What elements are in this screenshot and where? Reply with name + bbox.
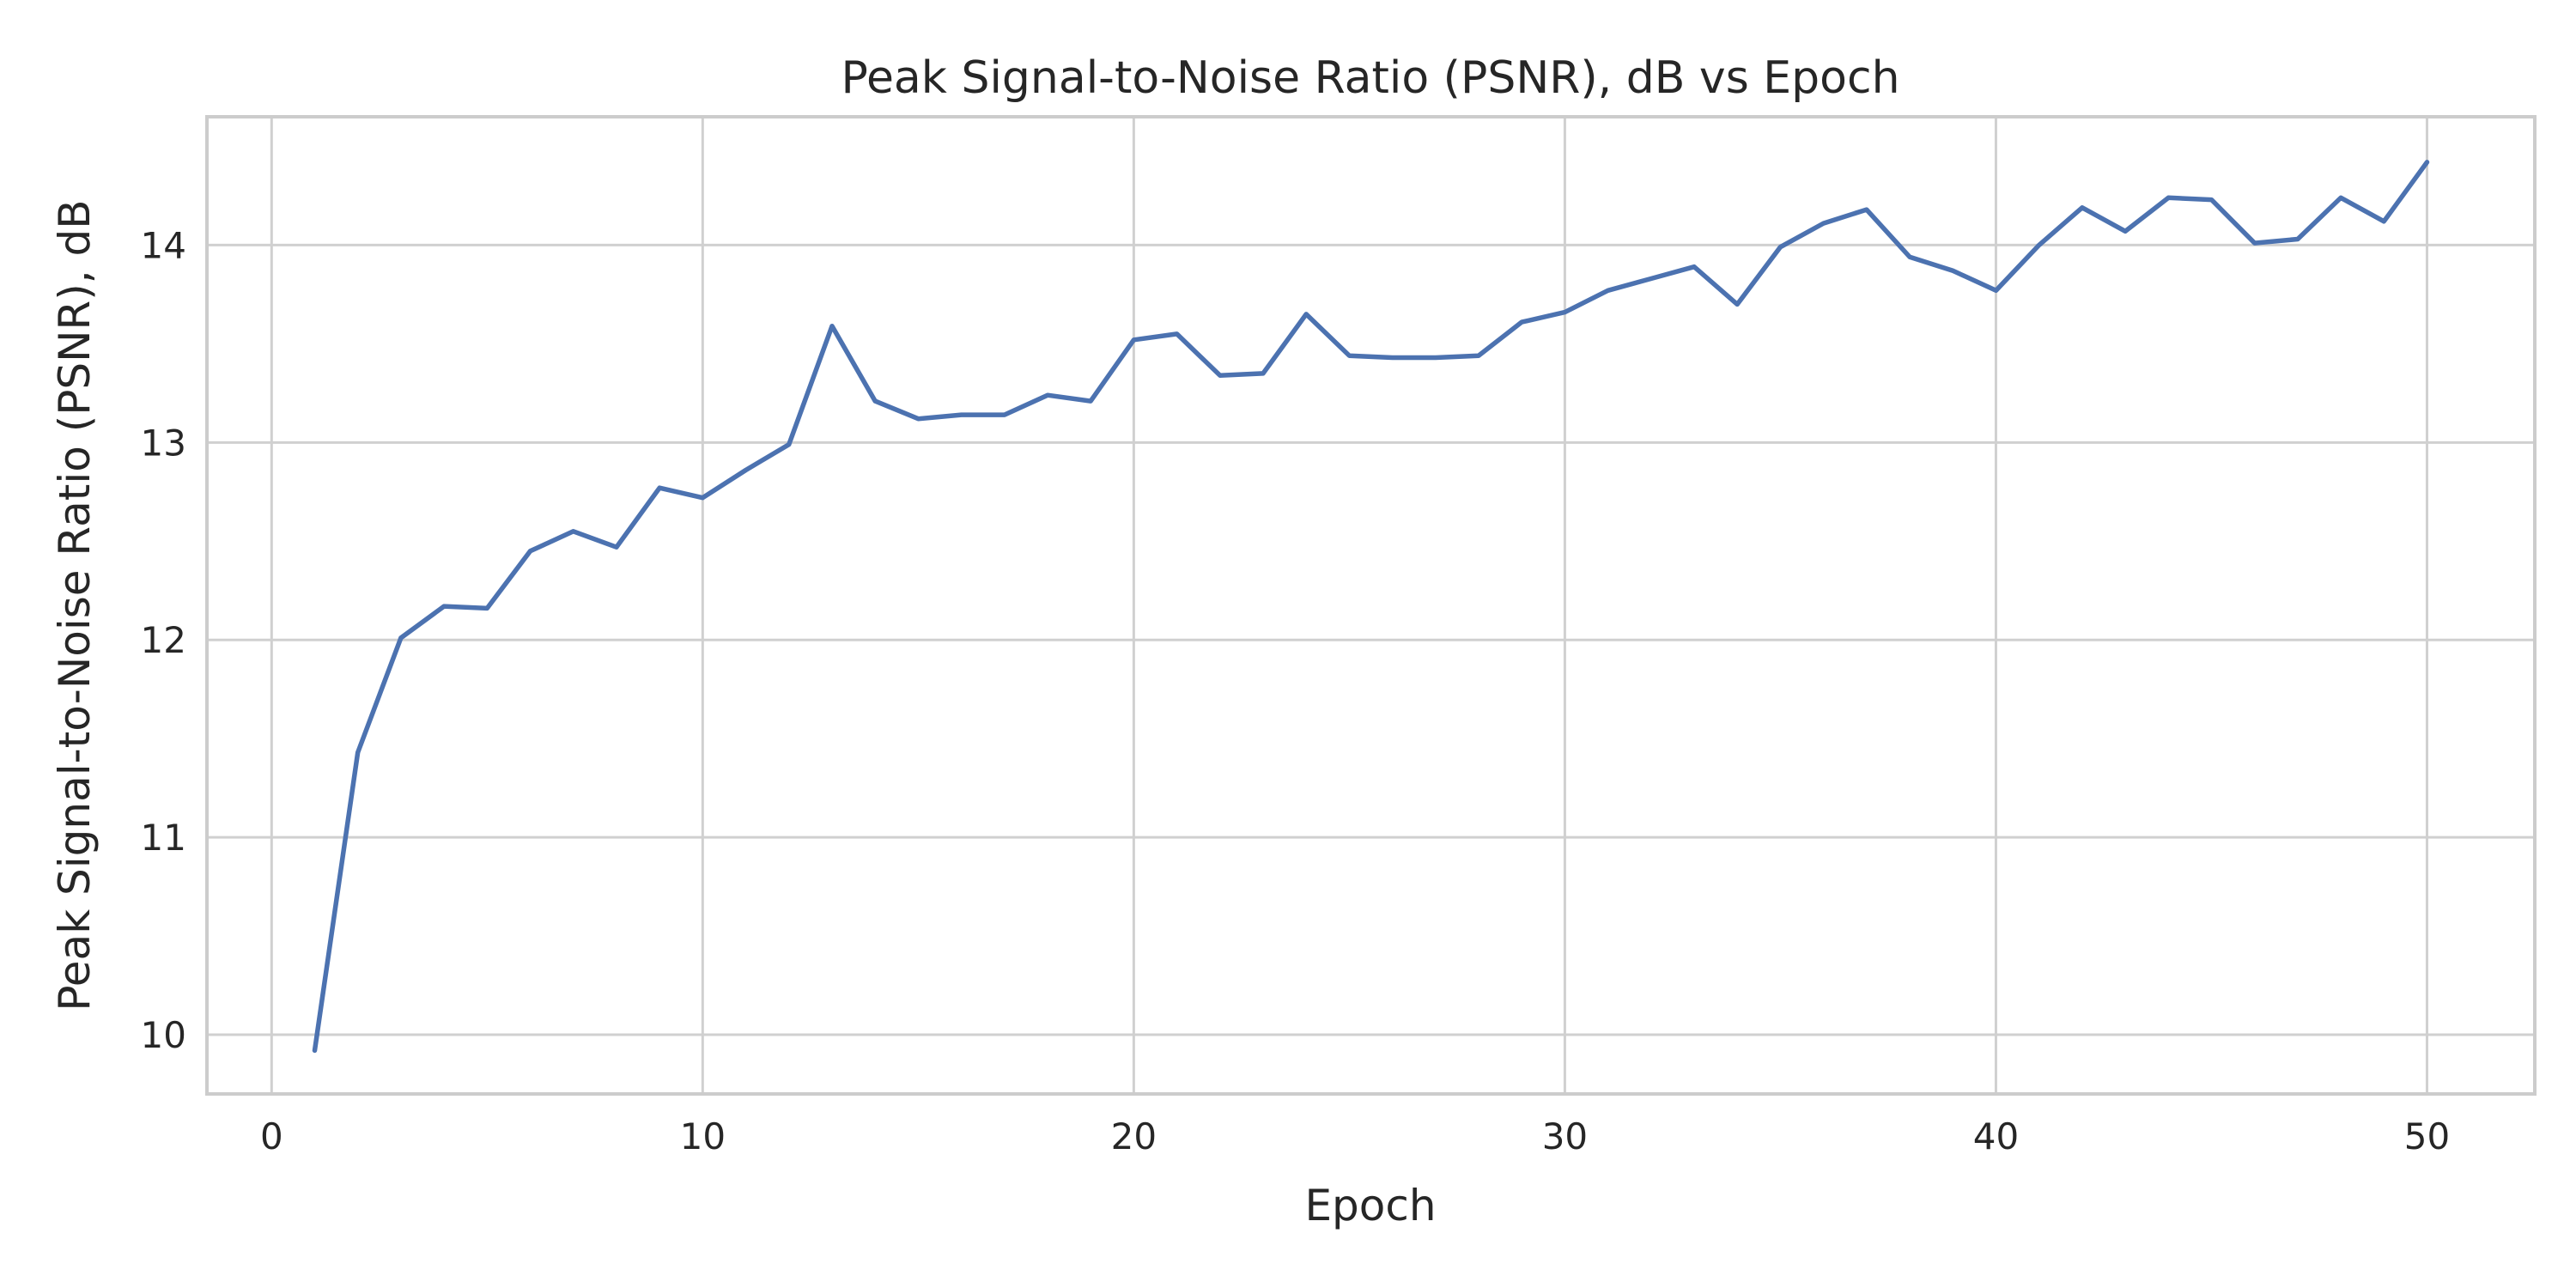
y-tick-labels: 10 11 12 13 14 [141,224,186,1056]
y-tick-label: 13 [141,422,186,464]
x-tick-label: 50 [2404,1115,2450,1157]
y-tick-label: 14 [141,224,186,266]
y-tick-label: 11 [141,817,186,859]
x-axis-title: Epoch [1304,1181,1436,1230]
series-layer [312,160,2430,1054]
x-tick-label: 10 [680,1115,726,1157]
x-tick-label: 40 [1973,1115,2019,1157]
y-tick-label: 12 [141,619,186,661]
x-tick-label: 30 [1542,1115,1588,1157]
grid [207,117,2535,1094]
x-tick-labels: 0 10 20 30 40 50 [260,1115,2450,1157]
plot-frame [205,115,2537,1096]
psnr-series-line [312,160,2430,1054]
y-tick-label: 10 [141,1014,186,1056]
y-axis-title: Peak Signal-to-Noise Ratio (PSNR), dB [50,199,100,1011]
x-tick-label: 0 [260,1115,283,1157]
x-tick-label: 20 [1111,1115,1157,1157]
chart-title: Peak Signal-to-Noise Ratio (PSNR), dB vs… [841,52,1899,104]
